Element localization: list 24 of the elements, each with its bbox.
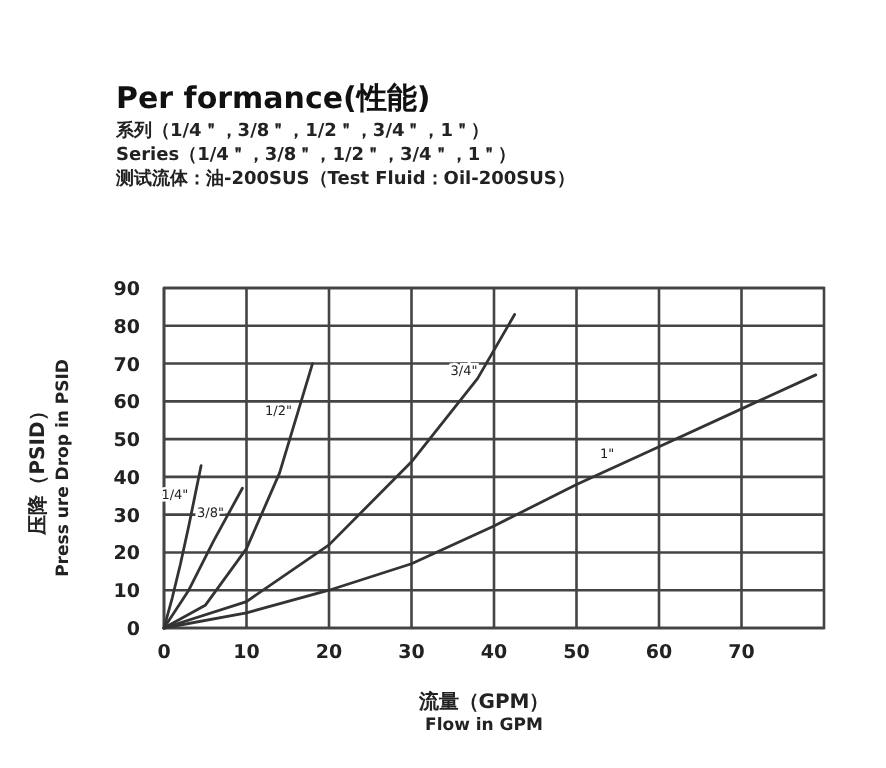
x-tick-label: 0: [157, 642, 172, 664]
text: 系列（1/4＂，3/8＂，1/2＂，3/4＂，1＂）: [114, 120, 490, 142]
chart-title: Per formance(性能): [116, 80, 431, 116]
text: 测试流体：油-200SUS（Test Fluid：Oil-200SUS）: [114, 168, 575, 190]
y-axis-title: 压降（PSID） Press ure Drop in PSID: [26, 359, 74, 577]
x-axis-title: 流量（GPM） Flow in GPM: [416, 690, 550, 736]
text: Series（1/4＂，3/8＂，1/2＂，3/4＂，1＂）: [116, 146, 517, 166]
y-tick-label: 60: [113, 392, 141, 415]
y-tick-label: 50: [113, 430, 141, 453]
y-tick-label: 40: [113, 467, 141, 490]
y-tick-label: 0: [126, 619, 141, 641]
x-tick-label: 60: [645, 642, 673, 664]
y-tick-label: 20: [113, 543, 141, 566]
x-tick-label: 50: [563, 642, 591, 664]
x-tick-label: 70: [728, 642, 756, 664]
y-tick-label: 30: [113, 505, 141, 528]
y-tick-label: 70: [113, 354, 141, 377]
y-tick-label: 90: [113, 279, 141, 301]
y-tick-label: 10: [113, 581, 141, 604]
x-tick-label: 40: [480, 642, 508, 664]
y-tick-label: 80: [113, 316, 141, 339]
x-tick-label: 20: [315, 642, 343, 664]
x-tick-label: 10: [233, 642, 261, 664]
x-tick-label: 30: [398, 642, 426, 664]
